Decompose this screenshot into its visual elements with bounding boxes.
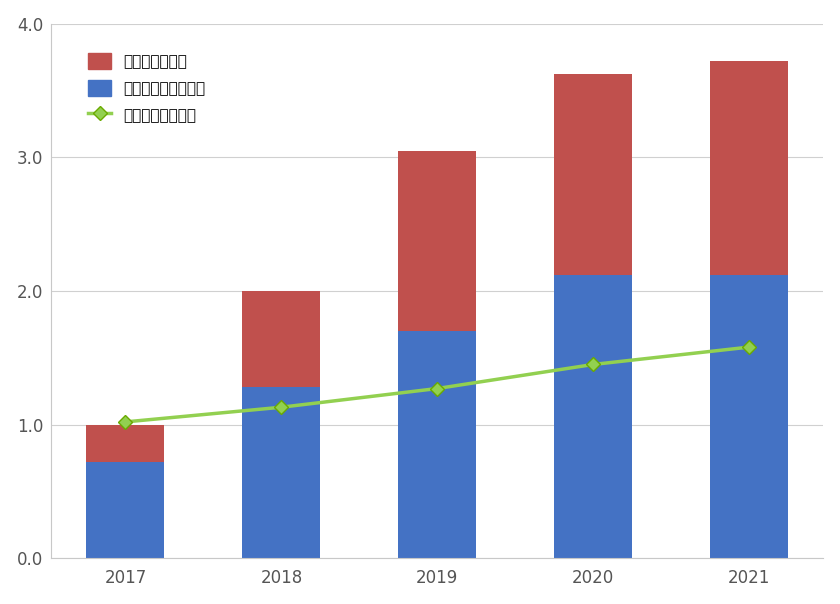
Bar bbox=[398, 150, 476, 331]
Bar bbox=[554, 74, 633, 275]
発電量（太陽光） bbox=[120, 419, 130, 426]
発電量（太陽光） bbox=[588, 361, 598, 368]
Bar bbox=[711, 275, 788, 558]
Legend: 保険金（大口）, 保険金（大口以外）, 発電量（太陽光）: 保険金（大口）, 保険金（大口以外）, 発電量（太陽光） bbox=[82, 47, 212, 129]
Bar bbox=[398, 331, 476, 558]
Bar bbox=[87, 462, 165, 558]
発電量（太陽光） bbox=[744, 344, 754, 351]
Line: 発電量（太陽光）: 発電量（太陽光） bbox=[121, 342, 754, 427]
発電量（太陽光） bbox=[433, 385, 443, 392]
Bar bbox=[87, 425, 165, 462]
Bar bbox=[243, 387, 320, 558]
Bar bbox=[711, 61, 788, 275]
Bar bbox=[554, 275, 633, 558]
Bar bbox=[243, 291, 320, 387]
発電量（太陽光） bbox=[276, 403, 286, 411]
